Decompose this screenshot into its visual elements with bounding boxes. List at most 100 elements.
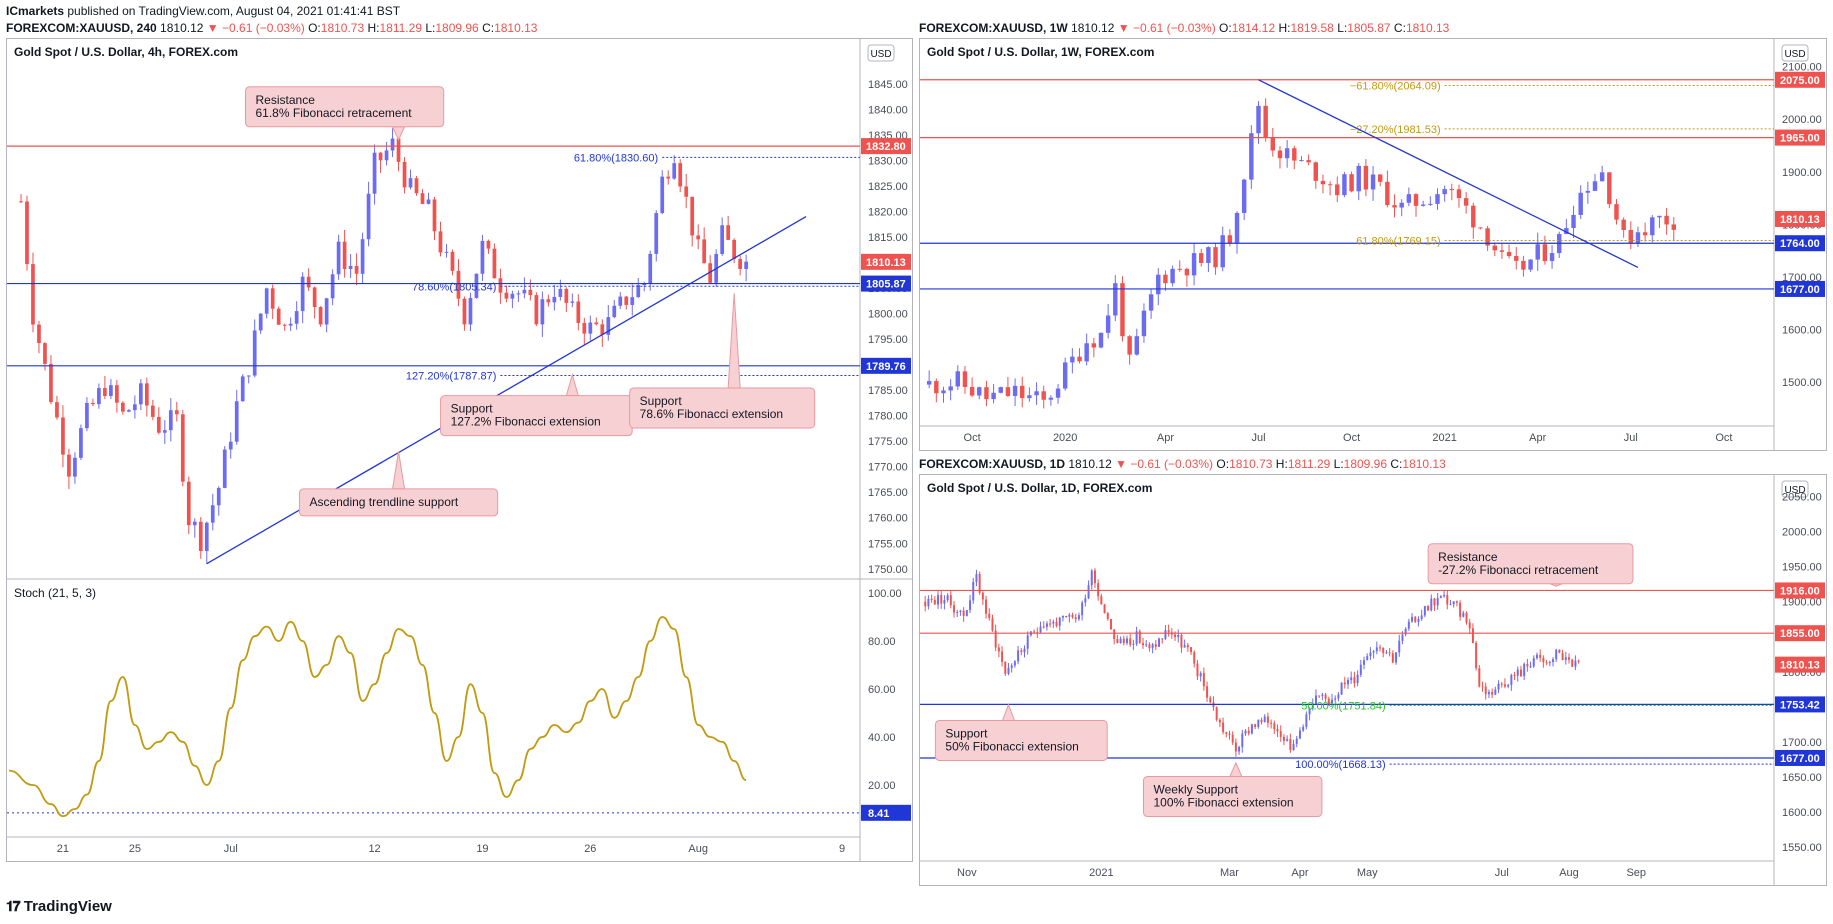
candle-body (324, 298, 329, 325)
candle-body (91, 402, 95, 405)
candle-body (991, 618, 994, 631)
candle-body (1263, 105, 1268, 138)
candle-body (1164, 630, 1167, 639)
candle-body (1417, 618, 1420, 622)
y-tick-label: 1815.00 (868, 232, 908, 244)
candle-body (965, 610, 968, 616)
candle-body (1499, 250, 1505, 252)
candle-body (348, 265, 353, 270)
candle-body (654, 213, 659, 254)
candle-body (1382, 647, 1385, 654)
candle-body (1305, 714, 1308, 727)
candle-body (1184, 268, 1190, 276)
candle-body (1407, 621, 1410, 629)
fib-level-label: −27.20%(1981.53) (1350, 124, 1441, 136)
candle-body (37, 324, 41, 344)
candle-body (1657, 215, 1662, 218)
candle-body (1134, 336, 1140, 355)
candle-body (1471, 205, 1476, 228)
candle-body (1568, 657, 1571, 660)
candle-body (1148, 644, 1151, 649)
candle-body (1334, 698, 1337, 700)
price-badge-label: 2075.00 (1780, 75, 1820, 87)
symbol-label[interactable]: FOREXCOM:XAUUSD, 240 (6, 21, 157, 35)
candle-body (1097, 583, 1100, 597)
candle-body (1385, 652, 1388, 654)
candle-body (1555, 649, 1558, 660)
candle-body (1055, 388, 1061, 398)
candle-body (949, 595, 952, 606)
candle-body (1585, 190, 1591, 193)
y-tick-label: 1900.00 (1782, 597, 1822, 609)
chart-pane-4h[interactable]: Gold Spot / U.S. Dollar, 4h, FOREX.com US… (6, 38, 913, 862)
candle-body (1091, 343, 1097, 348)
y-tick-label: 1760.00 (868, 513, 908, 525)
candle-body (1446, 594, 1449, 605)
candle-body (234, 401, 239, 442)
chart-title: Gold Spot / U.S. Dollar, 1D, FOREX.com (927, 481, 1152, 495)
candle-body (564, 288, 569, 303)
candle-body (930, 598, 933, 600)
candle-body (1449, 189, 1455, 191)
candle-body (444, 251, 449, 253)
candle-body (1196, 663, 1199, 677)
candle-body (1141, 310, 1147, 337)
candle-body (1664, 215, 1669, 225)
candle-body (318, 307, 323, 325)
candle-body (186, 481, 191, 526)
candle-body (1260, 719, 1263, 723)
candle-body (1202, 673, 1205, 687)
low-value: 1809.96 (435, 21, 479, 35)
candle-body (240, 376, 245, 402)
author-name[interactable]: ICmarkets (6, 4, 65, 18)
chart-4h[interactable]: Gold Spot / U.S. Dollar, 4h, FOREX.com US… (7, 39, 912, 861)
candle-body (1254, 724, 1257, 727)
candle-body (934, 381, 939, 394)
candle-body (994, 630, 997, 648)
currency-badge (1781, 44, 1809, 62)
candle-body (1337, 694, 1340, 699)
candle-body (1213, 247, 1218, 268)
candle-body (1174, 634, 1177, 638)
candle-body (258, 313, 263, 331)
candle-body (1077, 356, 1082, 362)
chart-1w[interactable]: Gold Spot / U.S. Dollar, 1W, FOREX.com US… (920, 39, 1826, 450)
chart-1d[interactable]: Gold Spot / U.S. Dollar, 1D, FOREX.com US… (920, 475, 1826, 885)
symbol-label[interactable]: FOREXCOM:XAUUSD, 1D (919, 457, 1066, 471)
candle-body (1497, 683, 1500, 690)
candle-body (972, 581, 975, 601)
candle-body (1528, 259, 1533, 270)
candle-body (1413, 194, 1419, 206)
candle-body (144, 383, 149, 406)
chart-title: Gold Spot / U.S. Dollar, 1W, FOREX.com (927, 45, 1154, 59)
callout-text: -27.2% Fibonacci retracement (1438, 563, 1599, 577)
currency-label: USD (1784, 49, 1805, 60)
candle-body (192, 521, 197, 526)
candle-body (1398, 640, 1401, 653)
candle-body (946, 595, 949, 601)
candle-body (198, 521, 203, 552)
candle-body (1048, 397, 1054, 400)
candle-body (1247, 730, 1250, 734)
callout-box (298, 488, 499, 517)
candle-body (1127, 336, 1132, 355)
candle-body (1516, 669, 1519, 676)
candle-body (1215, 707, 1218, 720)
chart-pane-1w[interactable]: Gold Spot / U.S. Dollar, 1W, FOREX.com US… (919, 38, 1827, 451)
symbol-label[interactable]: FOREXCOM:XAUUSD, 1W (919, 21, 1068, 35)
y-tick-label: 1775.00 (868, 436, 908, 448)
stoch-badge-label: 8.41 (868, 808, 889, 820)
candle-body (25, 201, 29, 265)
stoch-y-tick: 80.00 (868, 636, 896, 648)
tradingview-logo[interactable]: 𝟏𝟕 TradingView (6, 898, 112, 915)
candle-body (1471, 628, 1474, 643)
x-tick-label: Apr (1157, 432, 1174, 444)
candle-body (1129, 638, 1132, 645)
stoch-y-tick: 40.00 (868, 732, 896, 744)
candle-body (1041, 391, 1046, 400)
candle-body (1391, 653, 1394, 663)
chart-pane-1d[interactable]: Gold Spot / U.S. Dollar, 1D, FOREX.com US… (919, 474, 1827, 886)
candle-body (180, 414, 185, 482)
candle-body (666, 176, 671, 179)
price-badge (1775, 625, 1825, 642)
